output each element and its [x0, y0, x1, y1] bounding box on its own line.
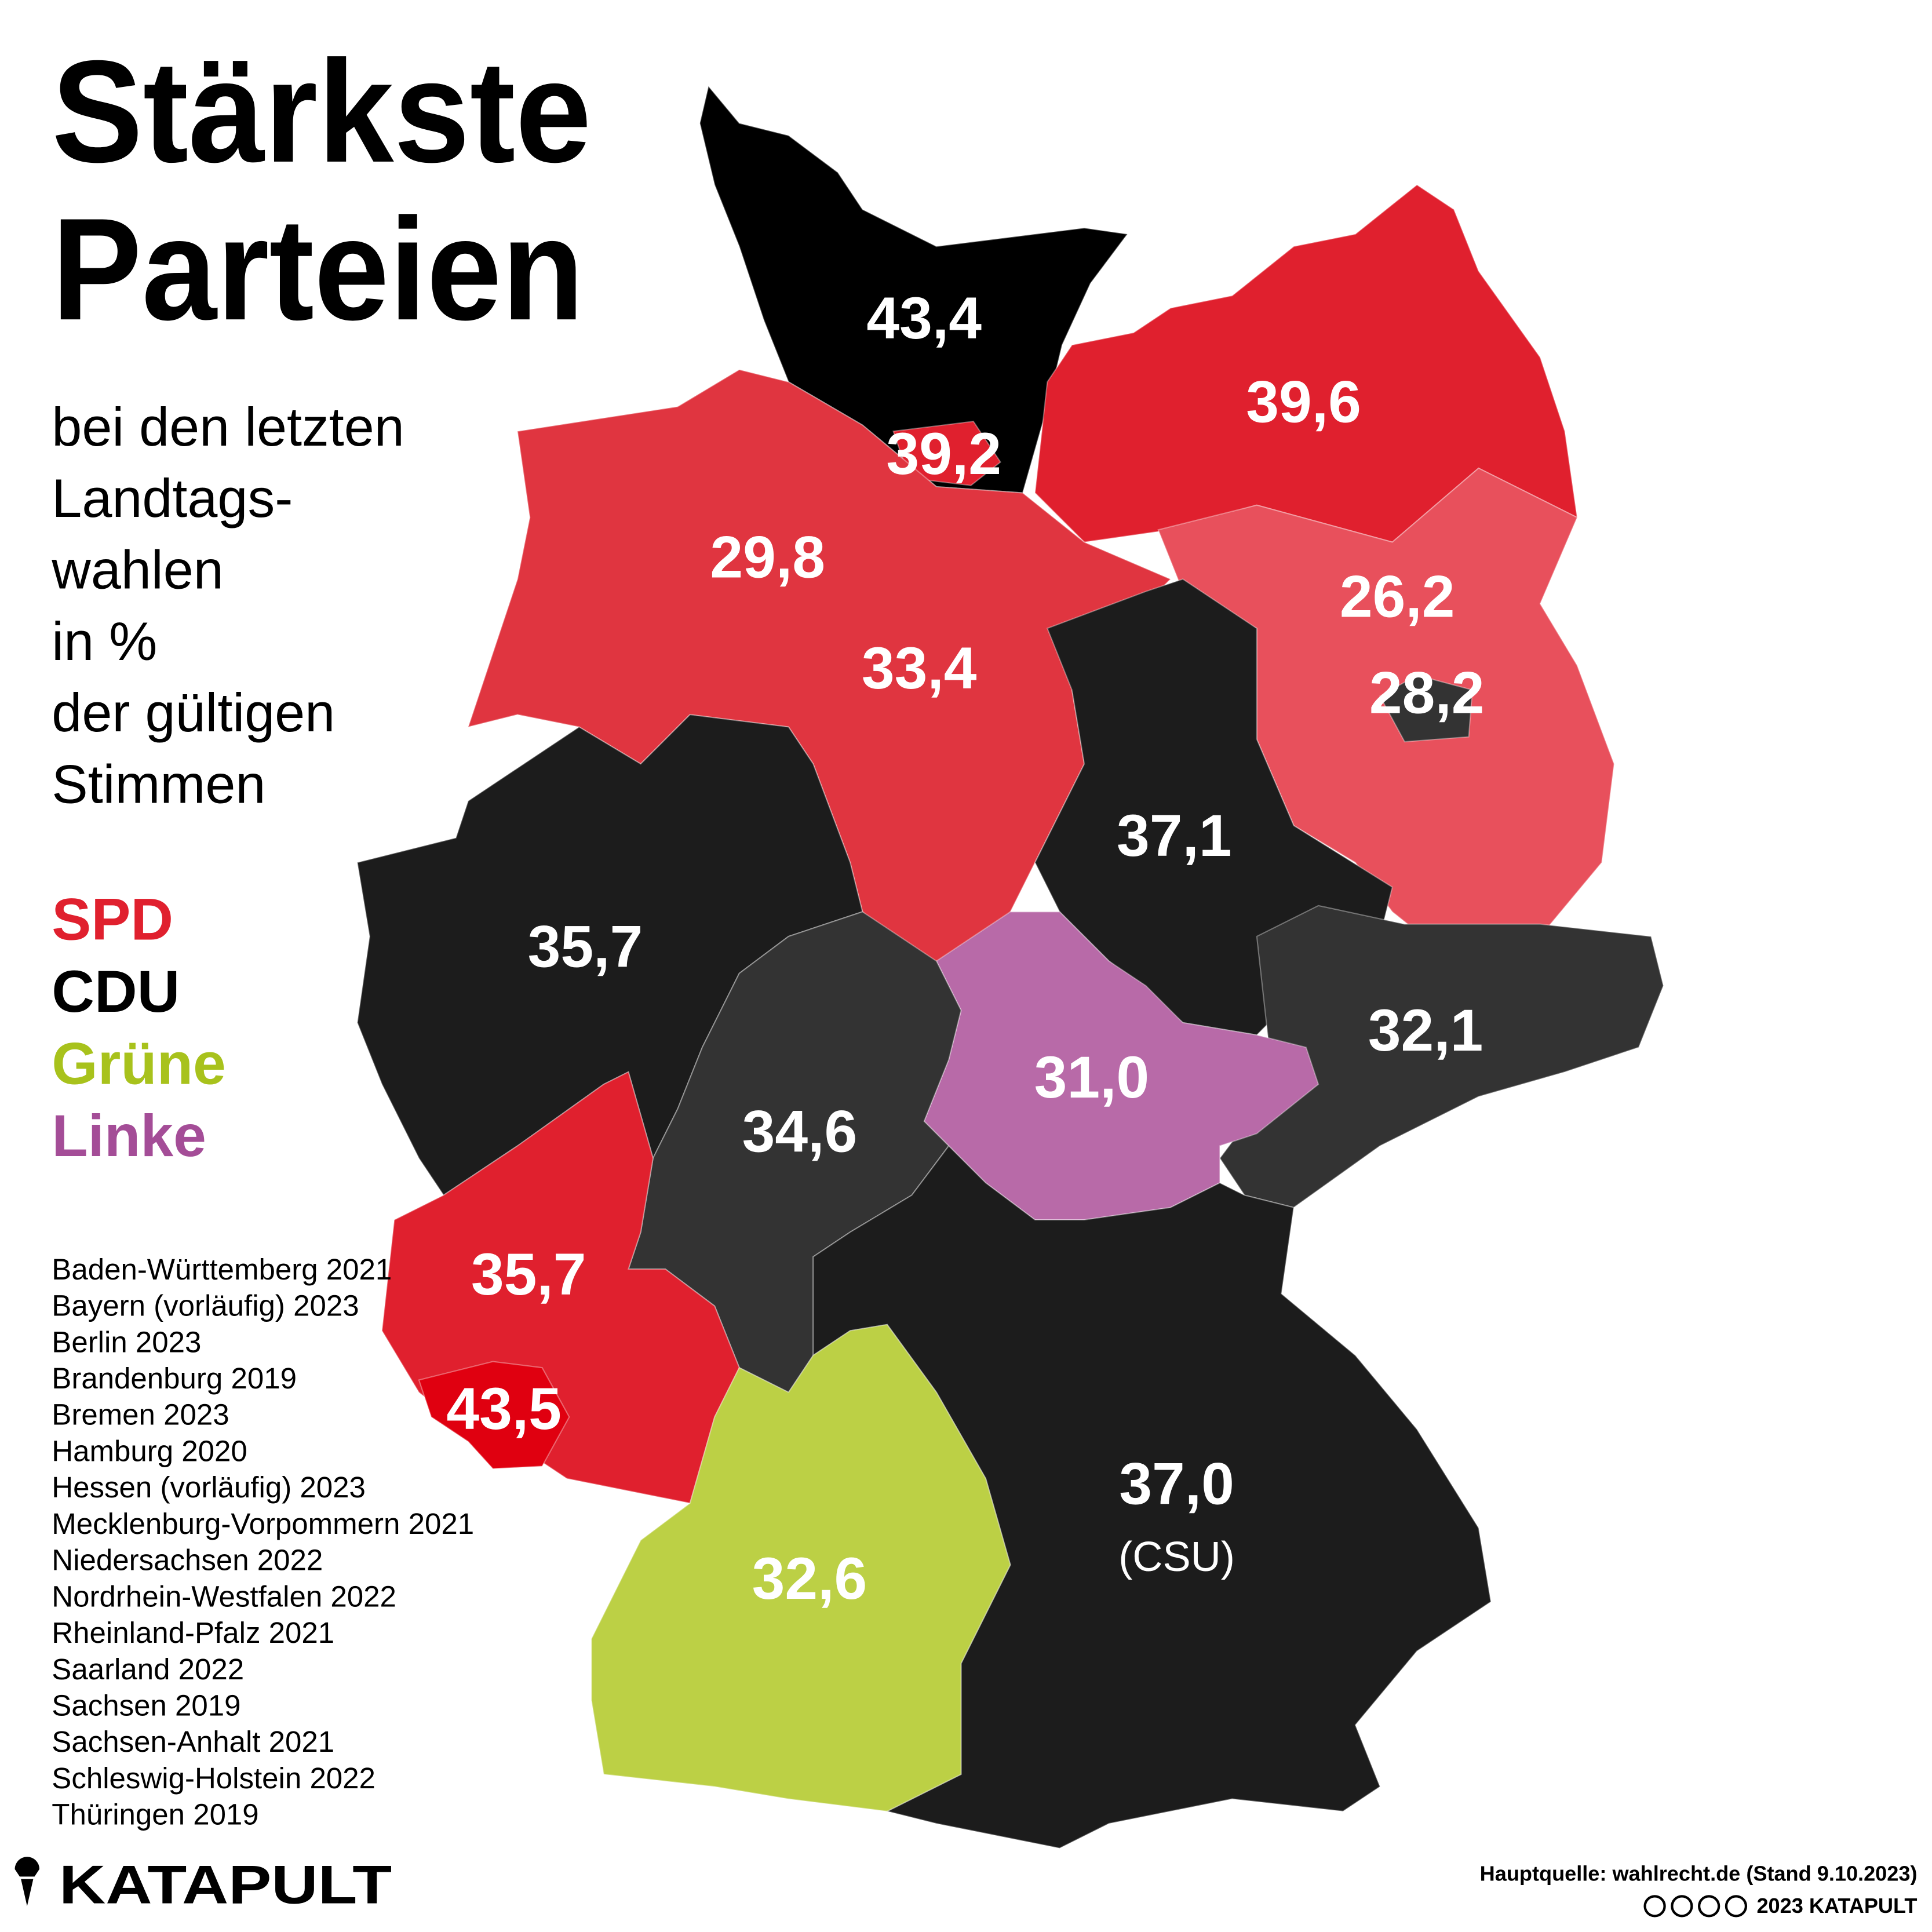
license-icons: [1643, 1895, 1748, 1918]
source-entry: Mecklenburg-Vorpommern 2021: [52, 1507, 474, 1540]
copyright: 2023 KATAPULT: [1756, 1894, 1917, 1918]
logo-icon: [14, 1857, 40, 1907]
source-entry: Hessen (vorläufig) 2023: [52, 1471, 366, 1504]
state-value: 39,6: [1246, 369, 1361, 435]
state-value: 26,2: [1340, 564, 1455, 630]
state-value: 35,7: [528, 913, 643, 979]
title-line: Parteien: [52, 188, 584, 351]
state-value: 37,0: [1119, 1450, 1234, 1517]
subtitle-line: wahlen: [51, 539, 223, 600]
subtitle-line: in %: [52, 611, 157, 672]
legend-entry: Grüne: [52, 1030, 226, 1096]
subtitle-line: Landtags-: [52, 468, 293, 528]
source-entry: Sachsen-Anhalt 2021: [52, 1725, 334, 1758]
state-value: 31,0: [1034, 1044, 1150, 1110]
source-entry: Thüringen 2019: [52, 1798, 258, 1831]
title-line: Stärkste: [52, 31, 591, 193]
state-value: 43,5: [446, 1376, 562, 1442]
icon: [1698, 1895, 1720, 1918]
legend-entry: Linke: [52, 1103, 206, 1169]
source-entry: Rheinland-Pfalz 2021: [52, 1616, 334, 1649]
state-value: 34,6: [742, 1098, 858, 1164]
source-entry: Niedersachsen 2022: [52, 1544, 323, 1577]
state-value: 43,4: [866, 285, 982, 351]
subtitle-line: bei den letzten: [52, 396, 404, 457]
source-entry: Saarland 2022: [52, 1653, 244, 1686]
source-entry: Hamburg 2020: [52, 1434, 247, 1467]
state-value: 28,2: [1369, 659, 1485, 726]
state-value: 35,7: [471, 1241, 586, 1307]
source-entry: Bayern (vorläufig) 2023: [52, 1289, 359, 1322]
brand-logo: KATAPULT: [14, 1854, 392, 1915]
legend-entry: SPD: [52, 887, 173, 953]
state-value: 33,4: [862, 635, 977, 701]
source-entry: Schleswig-Holstein 2022: [52, 1762, 376, 1795]
source-entry: Brandenburg 2019: [52, 1362, 297, 1395]
sidebar: bei den letzten Landtags-wahlen in % der gü…: [51, 396, 474, 1831]
state-value: 39,2: [886, 421, 1001, 487]
source-entry: Bremen 2023: [52, 1398, 229, 1431]
source-entry: Nordrhein-Westfalen 2022: [52, 1580, 396, 1613]
state-value: 37,1: [1117, 803, 1232, 869]
state-value: 32,6: [752, 1545, 867, 1612]
icon: [1643, 1895, 1666, 1918]
subtitle-line: der gültigen: [52, 682, 335, 743]
map-labels: 43,4 39,6 39,2 29,8 33,4 26,2 28,2 37,1 35,7 32,1…: [446, 285, 1484, 1612]
subtitle-line: Stimmen: [52, 754, 265, 815]
state: [590, 1324, 1011, 1812]
brand: KATAPULT: [59, 1854, 392, 1915]
source-entry: Berlin 2023: [52, 1325, 201, 1358]
state-note: (CSU): [1118, 1534, 1235, 1580]
map: [356, 85, 1664, 1849]
state: [418, 1361, 570, 1470]
source-entry: Baden-Württemberg 2021: [52, 1253, 392, 1286]
source-entry: Sachsen 2019: [52, 1689, 240, 1722]
state-value: 32,1: [1368, 997, 1483, 1063]
legend-entry: CDU: [52, 958, 180, 1025]
state: [1379, 675, 1474, 743]
icon: [1671, 1895, 1693, 1918]
icon: [1725, 1895, 1748, 1918]
source-note: Hauptquelle: wahlrecht.de (Stand 9.10.20…: [1480, 1862, 1918, 1886]
state-value: 29,8: [710, 524, 825, 590]
